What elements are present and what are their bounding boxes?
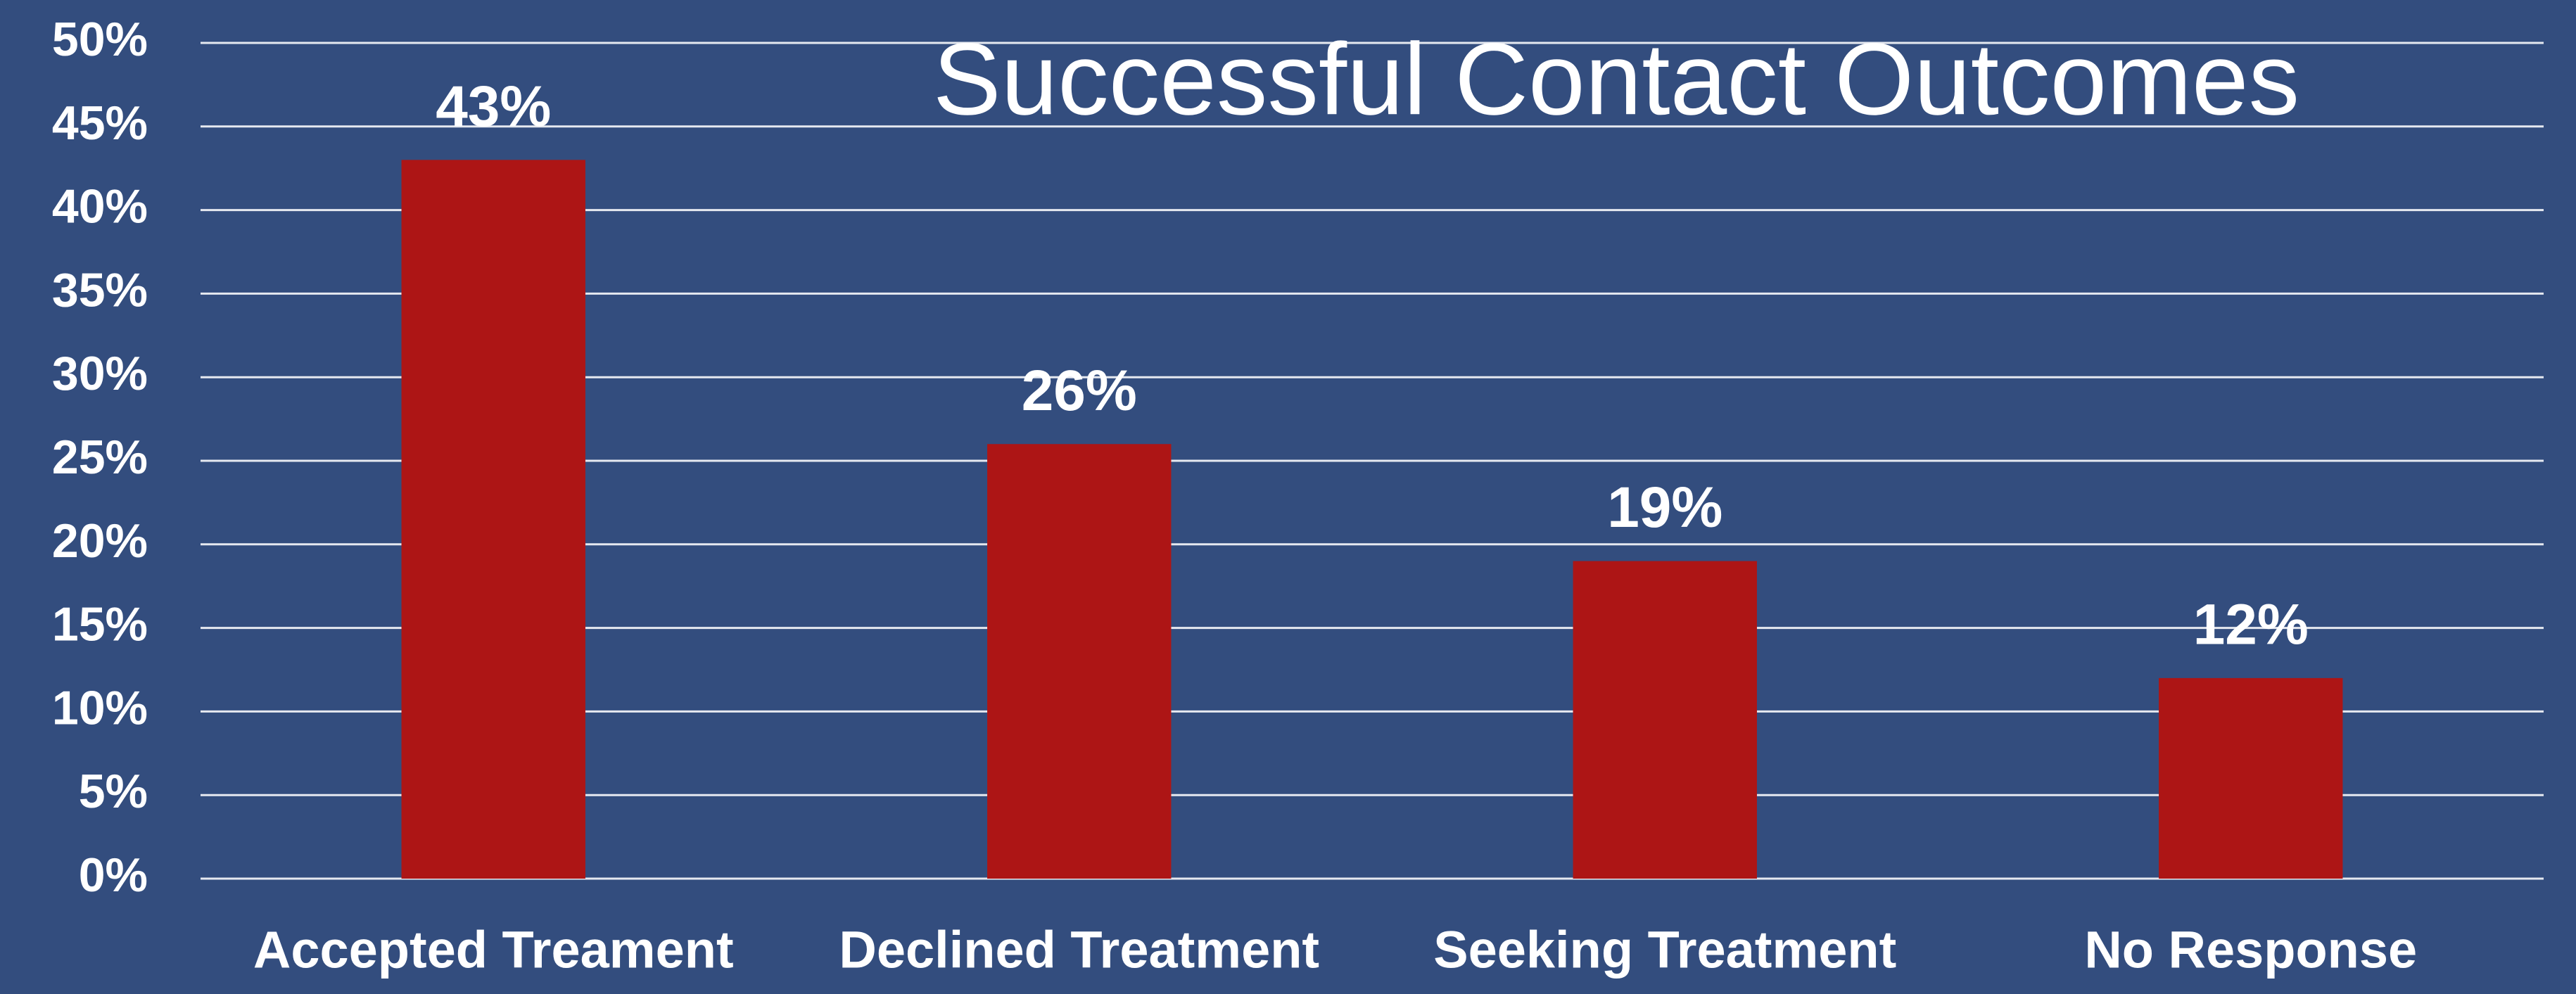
bar (987, 444, 1172, 879)
x-tick-label: Declined Treatment (839, 921, 1319, 979)
bar (2159, 677, 2343, 879)
bars (401, 160, 2343, 879)
chart-title: Successful Contact Outcomes (933, 22, 2299, 136)
y-tick-label: 0% (79, 848, 148, 902)
y-tick-label: 45% (52, 96, 148, 150)
y-tick-label: 20% (52, 514, 148, 568)
y-tick-label: 30% (52, 347, 148, 400)
value-label: 26% (1022, 359, 1137, 423)
y-tick-label: 5% (79, 765, 148, 818)
value-label: 43% (436, 75, 551, 139)
bar (1573, 561, 1757, 879)
value-label: 19% (1607, 476, 1722, 540)
y-tick-label: 50% (52, 13, 148, 66)
y-tick-label: 35% (52, 263, 148, 317)
value-label: 12% (2193, 593, 2309, 657)
y-tick-label: 10% (52, 681, 148, 734)
y-tick-label: 15% (52, 598, 148, 651)
x-tick-label: Accepted Treament (253, 921, 734, 979)
x-tick-label: No Response (2084, 921, 2417, 979)
x-tick-label: Seeking Treatment (1433, 921, 1896, 979)
grid (201, 42, 2544, 880)
bar (401, 160, 585, 879)
y-tick-label: 40% (52, 180, 148, 234)
y-tick-label: 25% (52, 431, 148, 484)
